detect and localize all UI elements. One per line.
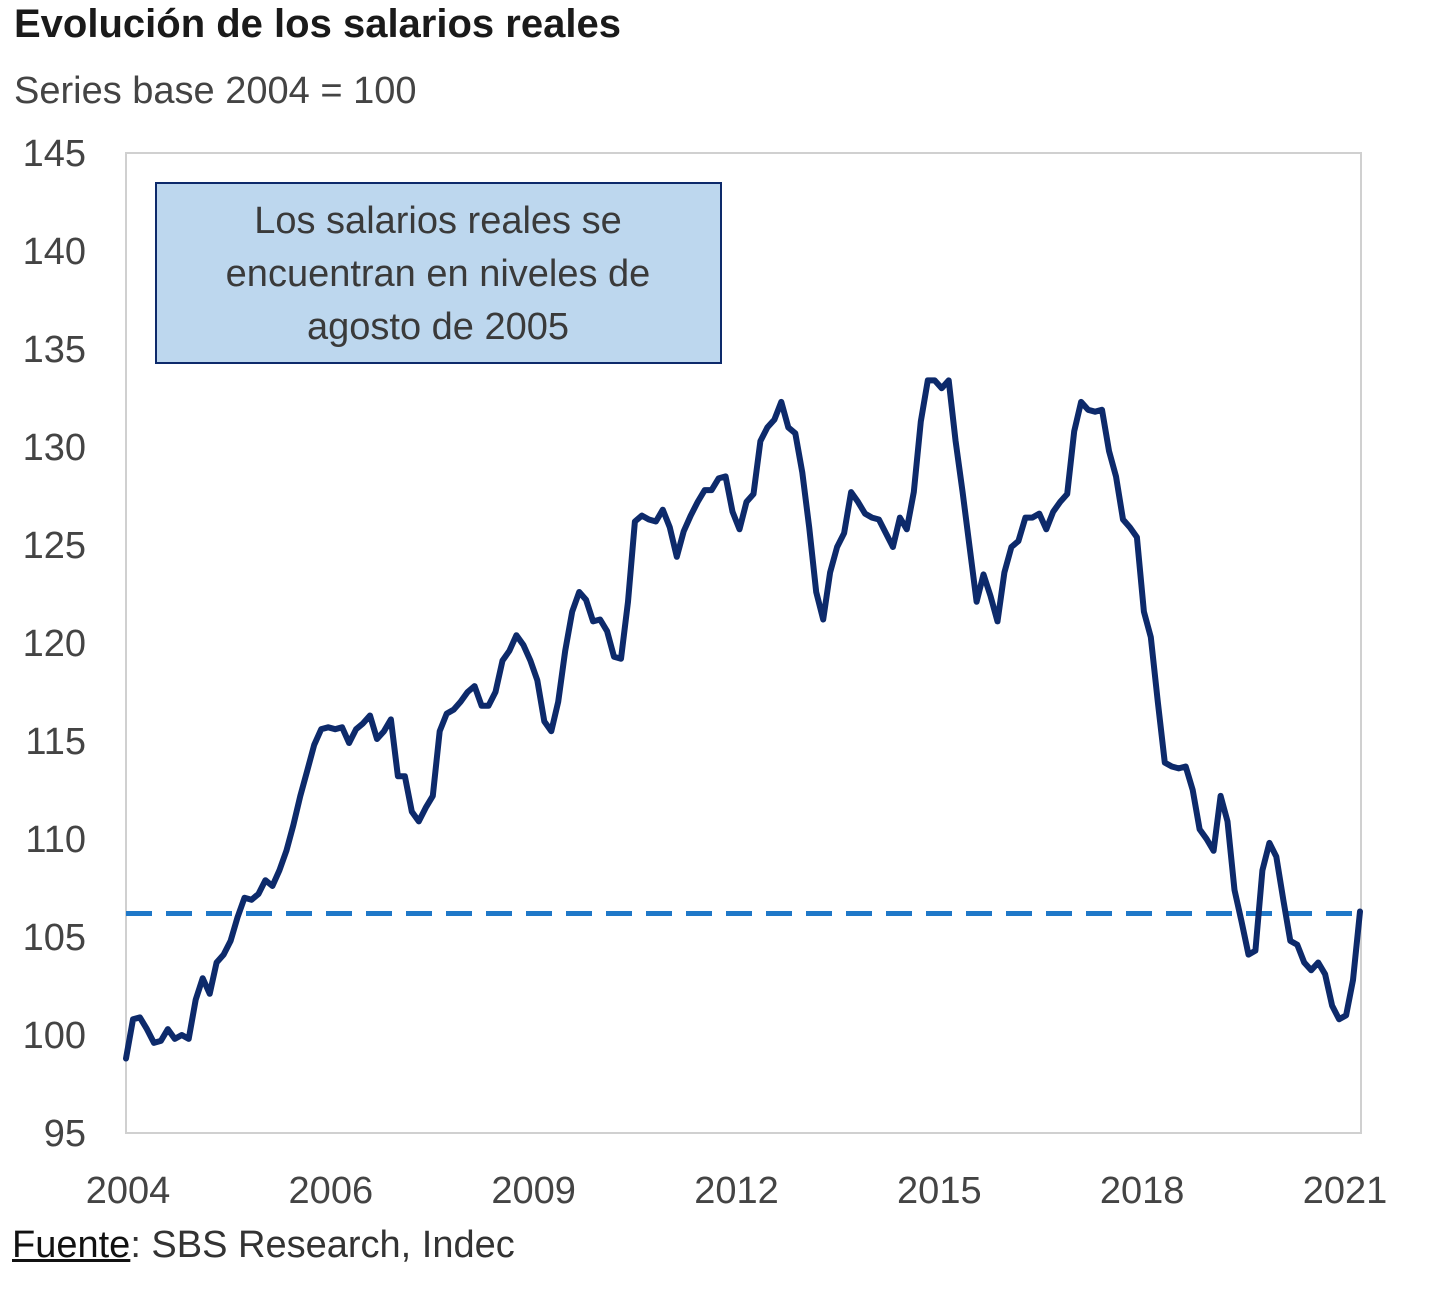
x-tick-label: 2006: [289, 1170, 374, 1212]
annotation-box: [155, 182, 722, 364]
y-tick-label: 105: [23, 917, 86, 959]
x-tick-label: 2015: [897, 1170, 982, 1212]
series-line: [123, 377, 1363, 1062]
y-tick-label: 100: [23, 1015, 86, 1057]
y-tick-label: 110: [25, 819, 86, 861]
x-tick-label: 2009: [491, 1170, 576, 1212]
y-tick-label: 120: [23, 623, 86, 665]
annotation-text: encuentran en niveles de: [226, 253, 651, 295]
source-label: Fuente: [12, 1224, 131, 1266]
x-tick-label: 2018: [1100, 1170, 1185, 1212]
plot-area: [125, 152, 1362, 1134]
y-tick-label: 125: [23, 525, 86, 567]
annotation-text: agosto de 2005: [307, 306, 569, 348]
x-tick-label: 2021: [1303, 1170, 1388, 1212]
chart-subtitle: Series base 2004 = 100: [14, 70, 417, 112]
annotation-text: Los salarios reales se: [254, 200, 622, 242]
y-tick-label: 145: [23, 133, 86, 175]
y-tick-label: 130: [23, 427, 86, 469]
x-tick-label: 2012: [694, 1170, 779, 1212]
source-text: : SBS Research, Indec: [130, 1224, 515, 1266]
y-tick-label: 140: [23, 231, 86, 273]
y-tick-label: 115: [25, 721, 86, 763]
source-note: Fuente: SBS Research, Indec: [12, 1224, 515, 1267]
x-tick-label: 2004: [86, 1170, 171, 1212]
y-tick-label: 95: [44, 1113, 86, 1155]
chart-title: Evolución de los salarios reales: [14, 2, 621, 46]
y-tick-label: 135: [23, 329, 86, 371]
